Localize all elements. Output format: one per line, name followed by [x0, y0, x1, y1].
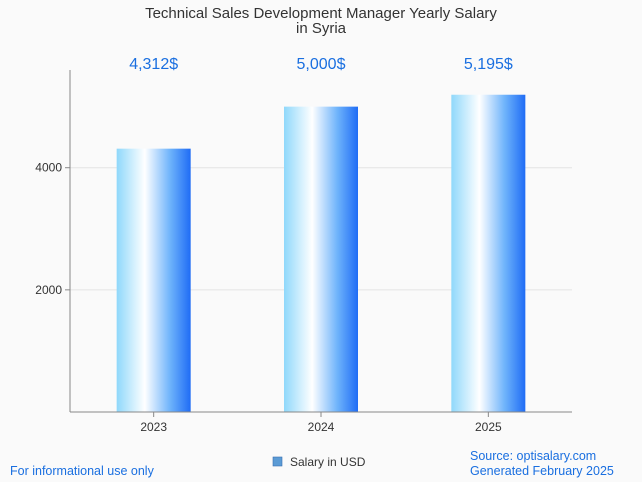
generated-date-text: Generated February 2025 [470, 464, 614, 478]
x-tick-label: 2023 [140, 420, 167, 434]
bar-2023 [116, 148, 191, 412]
bar-2024 [284, 106, 358, 413]
y-tick-label: 4000 [35, 161, 62, 175]
data-label-2023: 4,312$ [129, 56, 178, 73]
chart-title-line-2: in Syria [296, 20, 347, 37]
legend: Salary in USD [272, 455, 366, 469]
y-tick-label: 2000 [35, 283, 62, 297]
legend-swatch [272, 456, 283, 467]
x-tick-label: 2025 [475, 420, 502, 434]
disclaimer-text: For informational use only [10, 464, 155, 478]
legend-label: Salary in USD [290, 455, 366, 469]
data-label-2024: 5,000$ [297, 56, 346, 73]
bar-2025 [451, 94, 526, 413]
bars: 4,312$ 2023 5,000$ 2024 5,195$ 2025 [116, 56, 526, 434]
source-text: Source: optisalary.com [470, 449, 596, 463]
x-tick-label: 2024 [308, 420, 335, 434]
data-label-2025: 5,195$ [464, 56, 513, 73]
chart-title-line-1: Technical Sales Development Manager Year… [145, 5, 497, 22]
